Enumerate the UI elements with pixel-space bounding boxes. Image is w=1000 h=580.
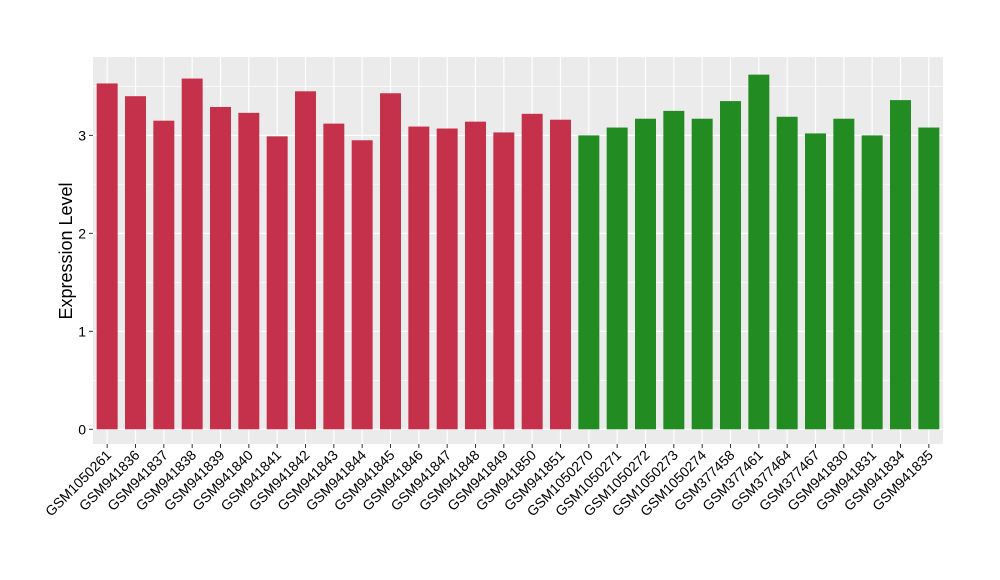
y-tick-label: 0 — [78, 421, 86, 437]
y-axis-title: Expression Level — [56, 182, 76, 319]
bar-GSM1050271 — [606, 127, 628, 430]
plot-panel — [93, 57, 943, 444]
bar-GSM941849 — [493, 132, 515, 430]
bar-GSM377464 — [776, 116, 798, 430]
bar-GSM377458 — [720, 101, 741, 430]
bar-GSM941850 — [521, 113, 543, 430]
bar-GSM941837 — [153, 120, 175, 430]
y-tick-label: 3 — [78, 127, 86, 143]
bar-GSM941848 — [465, 121, 486, 430]
bar-GSM1050270 — [578, 135, 600, 430]
bar-GSM941831 — [861, 135, 883, 430]
bars — [96, 74, 940, 430]
bar-GSM941843 — [323, 123, 345, 430]
x-axis-ticks: GSM1050261GSM941836GSM941837GSM941838GSM… — [42, 444, 936, 519]
bar-GSM941840 — [238, 112, 260, 430]
bar-GSM941841 — [266, 136, 288, 430]
y-tick-label: 2 — [78, 225, 86, 241]
bar-GSM941842 — [295, 91, 316, 430]
bar-GSM941851 — [550, 119, 571, 430]
bar-GSM941830 — [833, 118, 855, 430]
bar-GSM941839 — [210, 106, 231, 430]
bar-GSM377461 — [748, 74, 770, 430]
bar-GSM941846 — [408, 126, 430, 430]
bar-GSM1050274 — [691, 118, 713, 430]
bar-GSM941835 — [918, 127, 940, 430]
y-axis-ticks: 0 1 2 3 — [78, 127, 93, 437]
bar-GSM941836 — [125, 96, 146, 430]
y-tick-label: 1 — [78, 323, 86, 339]
bar-GSM941845 — [380, 93, 401, 430]
bar-GSM941838 — [181, 78, 203, 430]
bar-GSM941844 — [351, 140, 373, 430]
bar-GSM1050261 — [96, 83, 118, 430]
bar-GSM941834 — [890, 100, 911, 430]
bar-GSM1050273 — [663, 110, 685, 430]
bar-GSM377467 — [805, 133, 826, 430]
minor-gridlines — [93, 86, 943, 381]
bar-GSM1050272 — [635, 118, 656, 430]
bar-GSM941847 — [436, 128, 458, 430]
